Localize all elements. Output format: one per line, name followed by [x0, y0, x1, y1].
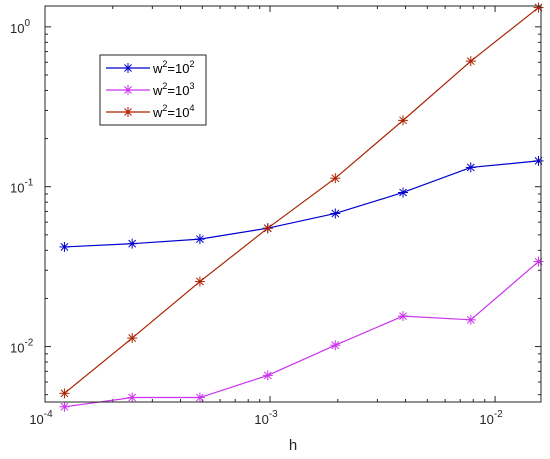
legend-exponent: 3: [189, 81, 194, 91]
legend-exponent: 2: [189, 59, 194, 69]
legend-item: w2=102: [106, 59, 194, 76]
y-tick-label: 10-1: [10, 178, 34, 196]
y-tick-label: 100: [10, 18, 30, 36]
legend-label: w2=103: [152, 81, 194, 98]
x-tick-label: 10-2: [479, 409, 503, 427]
legend-w-exponent: 2: [162, 81, 167, 91]
y-tick-base: 10: [10, 181, 24, 196]
legend-w: w: [152, 83, 163, 98]
x-tick-base: 10: [29, 412, 43, 427]
x-tick-label: 10-4: [29, 409, 53, 427]
series-2: [59, 256, 544, 412]
x-axis-label: h: [289, 437, 297, 454]
y-tick-label: 10-2: [10, 338, 34, 356]
x-tick-base: 10: [479, 412, 493, 427]
data-point: [127, 333, 138, 344]
legend-w: w: [152, 105, 163, 120]
x-tick-exponent: -2: [494, 409, 503, 420]
x-tick-base: 10: [254, 412, 268, 427]
data-point: [59, 388, 70, 399]
legend-equals: =10: [167, 61, 189, 76]
y-tick-base: 10: [10, 21, 24, 36]
plot-frame: [44, 5, 542, 403]
y-tick-exponent: 0: [24, 18, 30, 29]
x-tick-exponent: -3: [269, 409, 278, 420]
data-point: [123, 107, 133, 117]
series-layer: [59, 2, 544, 412]
legend-label: w2=104: [152, 103, 194, 120]
legend-w-exponent: 2: [162, 103, 167, 113]
data-point: [398, 115, 409, 126]
legend-item: w2=103: [106, 81, 194, 98]
data-point: [330, 340, 341, 351]
legend-label: w2=102: [152, 59, 194, 76]
y-tick-exponent: -1: [24, 178, 33, 189]
data-point: [533, 2, 544, 13]
x-tick-exponent: -4: [44, 409, 53, 420]
legend-equals: =10: [167, 83, 189, 98]
series-line: [64, 7, 539, 394]
data-point: [398, 187, 409, 198]
series-line: [64, 160, 539, 248]
data-point: [533, 256, 544, 267]
data-point: [262, 223, 273, 234]
data-point: [123, 85, 133, 95]
data-point: [465, 314, 476, 325]
data-point: [123, 63, 133, 73]
series-3: [59, 2, 544, 399]
data-point: [59, 241, 70, 252]
data-point: [330, 173, 341, 184]
data-point: [127, 238, 138, 249]
legend-exponent: 4: [189, 103, 194, 113]
data-point: [330, 208, 341, 219]
legend-item: w2=104: [106, 103, 194, 120]
y-tick-exponent: -2: [24, 338, 33, 349]
legend-equals: =10: [167, 105, 189, 120]
data-point: [194, 392, 205, 403]
data-point: [465, 56, 476, 67]
legend-w-exponent: 2: [162, 59, 167, 69]
data-point: [59, 401, 70, 412]
legend-w: w: [152, 61, 163, 76]
data-point: [127, 392, 138, 403]
data-point: [465, 162, 476, 173]
series-line: [64, 261, 539, 408]
data-point: [533, 155, 544, 166]
data-point: [262, 370, 273, 381]
x-tick-label: 10-3: [254, 409, 278, 427]
data-point: [398, 311, 409, 322]
y-tick-base: 10: [10, 341, 24, 356]
data-point: [194, 276, 205, 287]
data-point: [194, 234, 205, 245]
